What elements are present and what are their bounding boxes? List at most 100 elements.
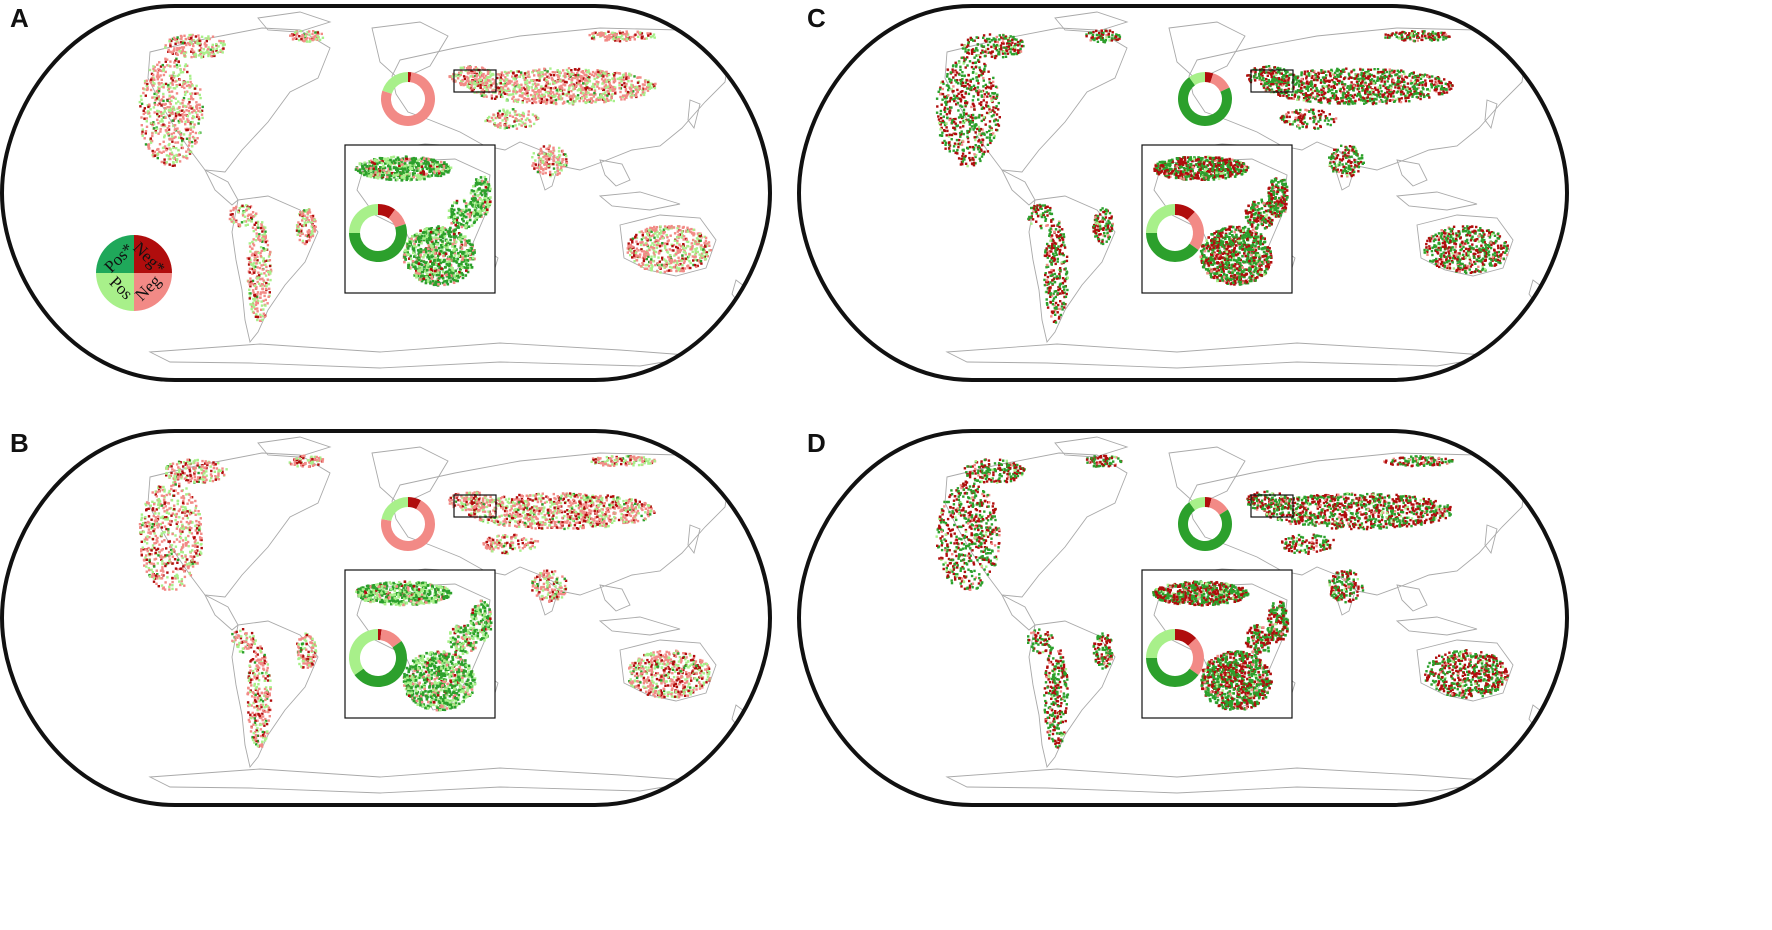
pixel xyxy=(446,257,449,261)
pixel xyxy=(613,72,616,75)
pixel xyxy=(623,94,627,97)
pixel xyxy=(199,96,202,100)
pixel xyxy=(162,140,165,143)
pixel xyxy=(453,238,456,242)
pixel xyxy=(150,121,153,125)
pixel xyxy=(498,90,501,94)
pixel xyxy=(521,121,524,124)
pixel xyxy=(424,174,428,178)
pixel xyxy=(185,137,189,140)
pixel xyxy=(471,198,475,202)
pixel xyxy=(434,252,437,255)
pixel xyxy=(143,137,146,140)
pixel xyxy=(152,76,155,79)
pixel xyxy=(632,35,635,39)
pixel xyxy=(479,75,482,78)
pixel xyxy=(301,232,304,236)
pixel xyxy=(427,262,430,265)
pixel xyxy=(688,228,691,231)
pixel xyxy=(623,85,626,88)
land-antarctica xyxy=(148,342,701,369)
pixel xyxy=(512,90,515,93)
pixel xyxy=(689,248,692,251)
pixel xyxy=(262,247,265,250)
pixel xyxy=(536,71,540,74)
pixel xyxy=(162,73,166,77)
pixel xyxy=(435,273,439,277)
pixel xyxy=(152,73,155,77)
pixel xyxy=(168,545,172,548)
pixel xyxy=(314,38,318,41)
pixel xyxy=(468,213,472,216)
pixel xyxy=(621,74,625,77)
pixel xyxy=(487,205,490,209)
pixel xyxy=(193,123,196,126)
pixel xyxy=(365,171,368,174)
pixel xyxy=(450,255,453,258)
pixel xyxy=(392,166,396,170)
pixel xyxy=(261,230,264,233)
pixel xyxy=(520,117,523,121)
pixel xyxy=(567,74,571,77)
pixel xyxy=(531,113,535,116)
pixel xyxy=(152,106,156,109)
pixel xyxy=(248,295,252,298)
pixel xyxy=(522,115,525,118)
pixel xyxy=(508,79,511,83)
pixel xyxy=(262,291,265,294)
pixel xyxy=(657,263,660,267)
pixel xyxy=(380,166,384,169)
pixel xyxy=(486,210,489,214)
pixel xyxy=(675,262,679,265)
pixel xyxy=(138,100,141,104)
pixel xyxy=(403,162,407,165)
pixel xyxy=(154,129,157,133)
pixel xyxy=(254,297,257,300)
pixel xyxy=(428,175,432,179)
pixel xyxy=(253,256,256,259)
pixel xyxy=(641,262,644,265)
pixel xyxy=(367,174,371,178)
pixel xyxy=(156,148,159,151)
pixel xyxy=(181,105,185,108)
pixel xyxy=(173,36,176,40)
pixel xyxy=(177,41,180,44)
pixel xyxy=(552,95,555,99)
pixel xyxy=(578,99,581,103)
pixel xyxy=(524,125,527,128)
pixel xyxy=(174,97,177,100)
pixel xyxy=(469,243,473,246)
pixel xyxy=(565,81,568,84)
pixel xyxy=(681,244,685,247)
pixel xyxy=(614,90,617,94)
pixel xyxy=(534,159,537,162)
pixel xyxy=(364,163,367,167)
pixel xyxy=(308,211,312,214)
pixel xyxy=(676,260,679,263)
pixel xyxy=(584,88,588,92)
pixel xyxy=(474,66,477,69)
pixel xyxy=(419,237,423,240)
pixel xyxy=(524,118,528,122)
pixel xyxy=(645,227,649,231)
pixel xyxy=(464,274,468,277)
pixel xyxy=(166,106,169,109)
pixel xyxy=(221,51,224,54)
pixel xyxy=(255,286,258,290)
pixel xyxy=(562,165,566,168)
pixel xyxy=(263,294,266,298)
pixel xyxy=(409,257,413,261)
pixel xyxy=(476,73,479,77)
pixel xyxy=(151,544,155,547)
pixel xyxy=(681,264,684,267)
pixel xyxy=(427,249,430,252)
pixel xyxy=(690,227,693,231)
pixel xyxy=(584,90,588,93)
pixel xyxy=(666,269,669,273)
pixel xyxy=(156,112,159,116)
pixel xyxy=(685,258,689,261)
pixel xyxy=(434,233,438,236)
pixel xyxy=(152,82,155,85)
pixel xyxy=(157,575,161,578)
pixel xyxy=(291,33,294,36)
